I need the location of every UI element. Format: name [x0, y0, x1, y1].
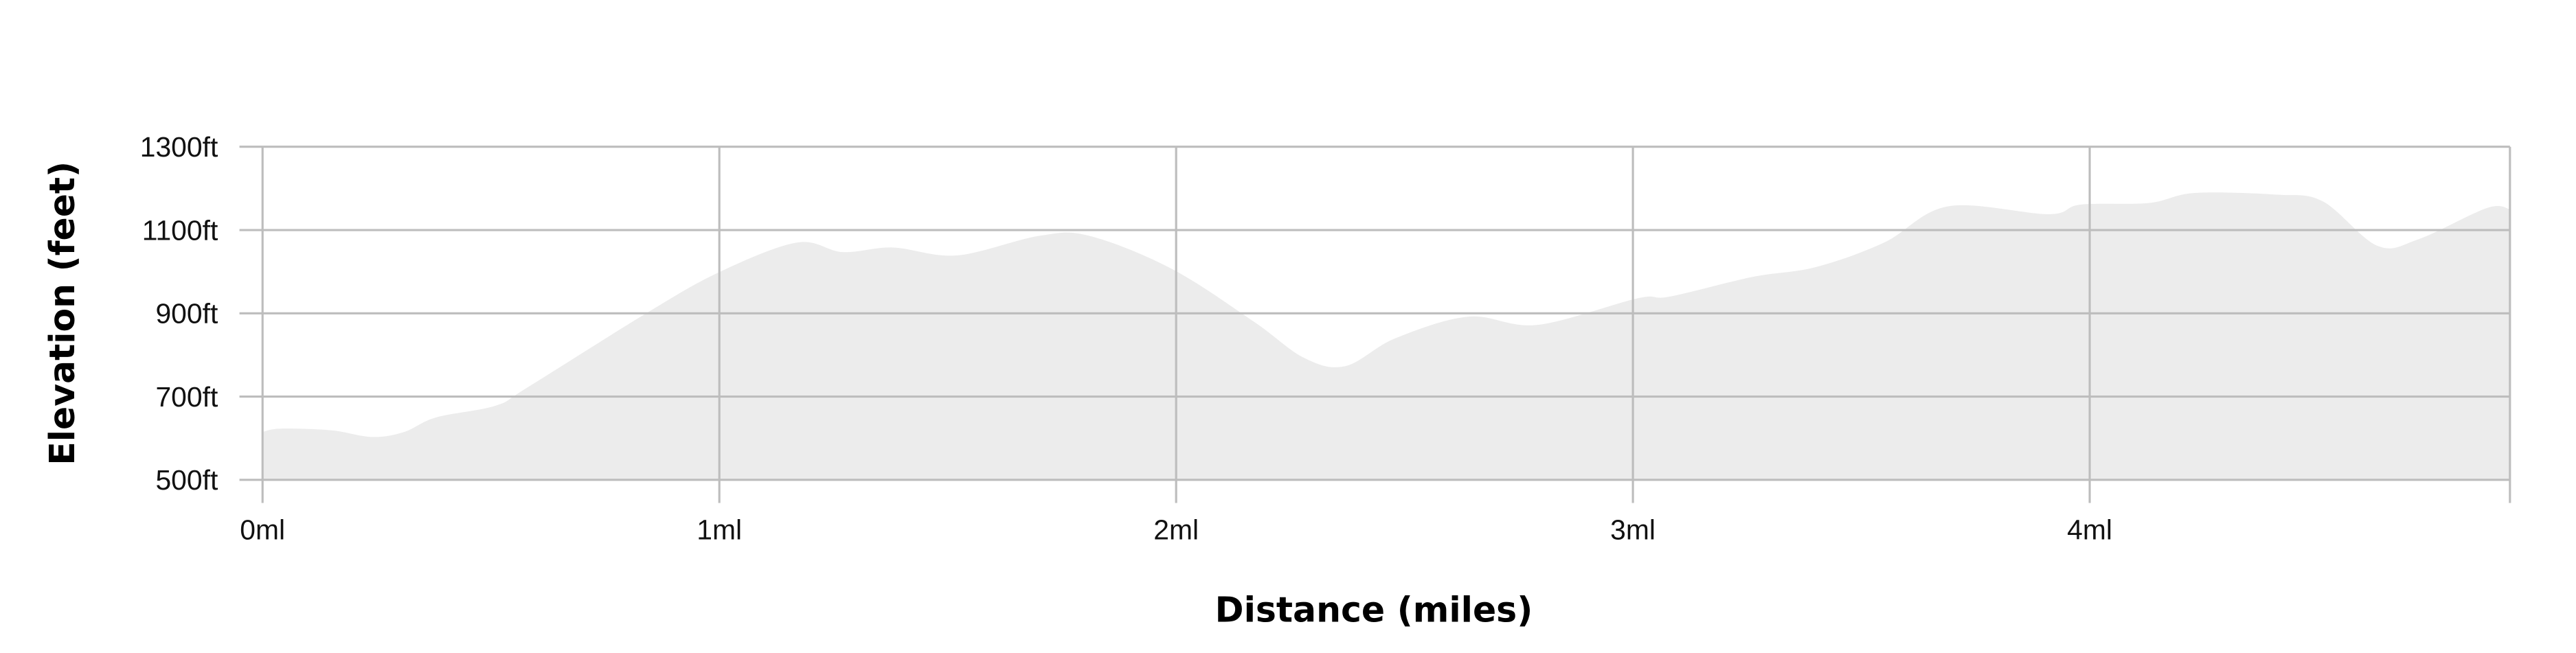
- x-tick-label: 0ml: [240, 514, 285, 545]
- y-tick-label: 900ft: [155, 298, 218, 330]
- x-axis-title: Distance (miles): [1215, 589, 1533, 630]
- x-tick-label: 3ml: [1610, 514, 1656, 545]
- x-tick-label: 2ml: [1153, 514, 1199, 545]
- y-tick-label: 1300ft: [140, 131, 218, 163]
- y-tick-label: 700ft: [155, 381, 218, 413]
- x-tick-label: 4ml: [2067, 514, 2112, 545]
- y-tick-label: 500ft: [155, 464, 218, 496]
- x-tick-label: 1ml: [697, 514, 742, 545]
- elevation-area: [262, 192, 2510, 480]
- y-axis-title: Elevation (feet): [42, 161, 82, 466]
- y-tick-label: 1100ft: [142, 214, 218, 246]
